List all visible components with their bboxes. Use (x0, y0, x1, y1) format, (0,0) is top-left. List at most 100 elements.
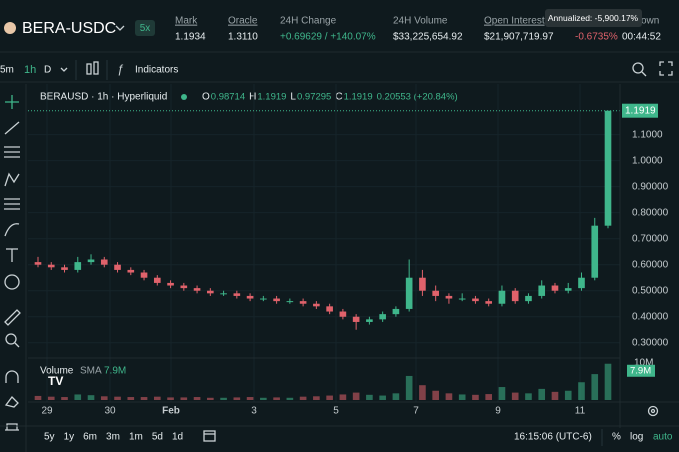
countdown-value: 00:44:52 (622, 32, 661, 43)
candle-body (233, 293, 241, 296)
candle-body (313, 303, 320, 307)
candle-body (47, 264, 55, 268)
volume-bar (419, 385, 426, 400)
stat-value: $21,907,719.97 (484, 32, 554, 43)
candle-body (246, 295, 254, 299)
volume-bar (498, 387, 506, 400)
settings-button[interactable] (647, 405, 659, 417)
search-button[interactable] (632, 62, 647, 77)
range-button[interactable]: 5d (152, 432, 163, 443)
pattern-tool[interactable] (4, 172, 20, 187)
measure-tool[interactable] (4, 309, 21, 326)
leverage-badge[interactable] (135, 20, 155, 36)
eraser-tool[interactable] (4, 396, 19, 408)
candle-body (511, 290, 519, 302)
leverage: 5x (140, 23, 151, 34)
candle-type-button[interactable] (86, 61, 99, 75)
volume-sma-badge-label: 7.9M (630, 365, 651, 376)
interval[interactable]: 5m (0, 65, 14, 76)
volume-bar (564, 390, 572, 400)
candle-body (326, 306, 333, 312)
volume-bar (114, 396, 121, 400)
volume-bar (604, 363, 612, 400)
magnet-tool[interactable] (5, 370, 19, 383)
range-button[interactable]: 1d (172, 432, 183, 443)
percent-toggle[interactable]: % (612, 432, 621, 443)
fib-tool[interactable] (4, 146, 20, 158)
y-tick-label: 0.30000 (632, 337, 669, 348)
volume-bar (485, 394, 493, 400)
ohlc-key: O (202, 92, 210, 103)
brush-tool[interactable] (4, 223, 20, 237)
ohlc-value: 1.1919 (257, 92, 286, 103)
zoom-tool[interactable] (5, 333, 20, 348)
candle-body (379, 314, 386, 320)
x-tick-label: 7 (413, 406, 419, 417)
candle-body (260, 298, 267, 300)
range-button[interactable]: 5y (44, 432, 55, 443)
volume-bar (352, 392, 360, 400)
stat-label: Oracle (228, 16, 258, 27)
indicators-button[interactable]: Indicators (135, 65, 178, 76)
candle-body (34, 262, 42, 265)
volume-bar (233, 397, 241, 400)
volume-bar (273, 397, 280, 400)
interval-active[interactable]: 1h (24, 64, 36, 76)
volume-bar (299, 396, 307, 400)
range-button[interactable]: 6m (83, 432, 97, 443)
pair-name[interactable]: BERA-USDC (22, 20, 116, 37)
y-tick-label: 1.1000 (632, 129, 663, 140)
interval[interactable]: D (44, 65, 51, 76)
auto-toggle[interactable]: auto (653, 432, 673, 443)
lock-tool[interactable] (5, 423, 19, 431)
stat-label: Open Interest (484, 16, 545, 27)
candle-body (352, 316, 360, 322)
volume-bar (220, 397, 227, 400)
volume-bar (286, 397, 294, 400)
volume-title: Volume (40, 366, 74, 377)
last-price-label: 1.1919 (625, 105, 656, 116)
date-picker[interactable] (203, 430, 216, 442)
volume-bar (578, 382, 585, 400)
x-tick-label: Feb (162, 406, 180, 417)
y-tick-label: 0.60000 (632, 259, 669, 270)
stat-value: 1.1934 (175, 32, 206, 43)
candle-body (419, 277, 426, 291)
interval-dropdown[interactable] (60, 67, 68, 72)
projection-tool[interactable] (4, 198, 20, 210)
crosshair-tool[interactable] (5, 95, 19, 109)
candle-body (538, 285, 546, 296)
pair-dropdown[interactable] (115, 25, 125, 31)
candle-body (458, 298, 466, 300)
range-button[interactable]: 1m (129, 432, 143, 443)
volume-bar (34, 395, 42, 400)
y-tick-label: 0.50000 (632, 285, 669, 296)
candle-body (87, 259, 95, 263)
range-button[interactable]: 1y (64, 432, 75, 443)
drawing-tools (4, 95, 21, 431)
volume-sma-key: SMA (80, 366, 102, 377)
candle-body (153, 277, 161, 283)
volume-tick-label: 10M (634, 358, 653, 369)
volume-bar (246, 397, 254, 400)
x-tick-label: 3 (251, 406, 257, 417)
last-price-badge (622, 103, 658, 118)
volume-bar (379, 395, 386, 400)
tv-logo: TV (48, 374, 63, 388)
candle-body (551, 285, 559, 291)
volume-bar (405, 375, 413, 400)
y-tick-label: 0.70000 (632, 233, 669, 244)
log-toggle[interactable]: log (630, 432, 643, 443)
volume-bar (313, 396, 320, 400)
range-button[interactable]: 3m (106, 432, 120, 443)
trendline-tool[interactable] (4, 121, 20, 135)
candle-body (180, 285, 188, 289)
volume-bar (472, 394, 479, 400)
emoji-tool[interactable] (4, 274, 20, 290)
candle-body (498, 290, 506, 304)
fx-icon[interactable]: ƒ (117, 62, 124, 76)
candle-body (100, 259, 108, 265)
candle-body (432, 290, 439, 296)
fullscreen-button[interactable] (659, 61, 673, 76)
text-tool[interactable] (6, 248, 18, 262)
